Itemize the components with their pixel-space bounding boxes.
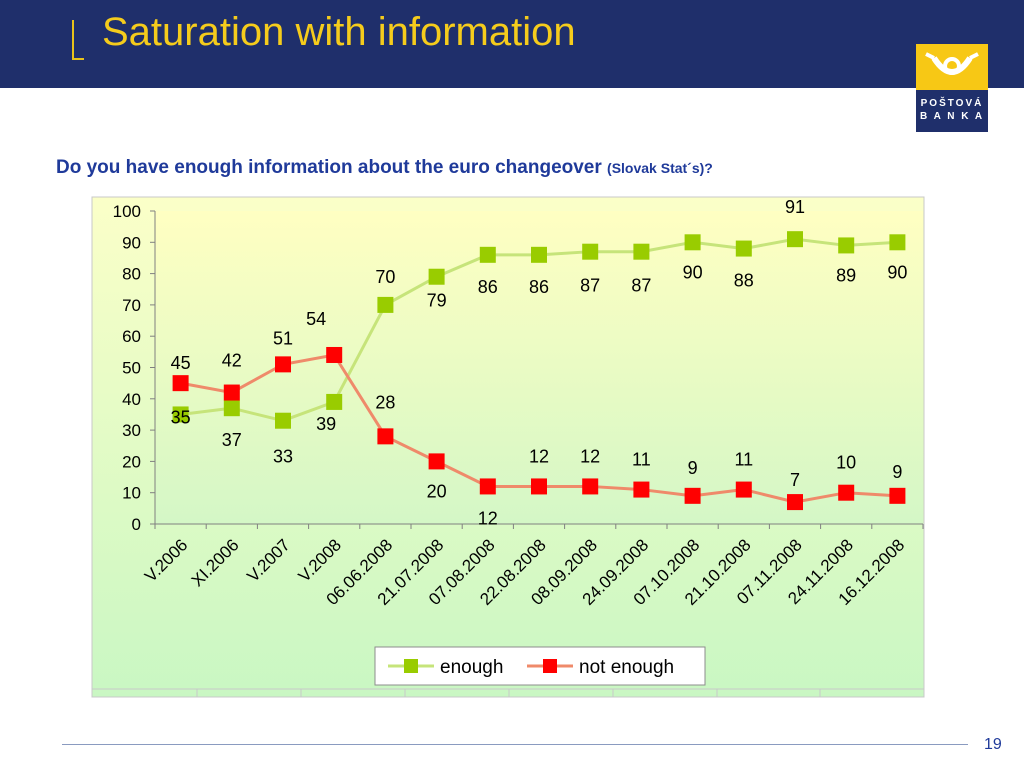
- data-point-marker: [479, 246, 496, 263]
- data-label: 20: [427, 481, 447, 501]
- y-tick-label: 40: [122, 390, 141, 409]
- data-label: 11: [734, 450, 753, 470]
- data-point-marker: [223, 400, 240, 417]
- data-point-marker: [326, 346, 343, 363]
- data-point-marker: [172, 406, 189, 423]
- data-label: 90: [683, 262, 703, 282]
- posthorn-icon: [916, 44, 988, 90]
- footer-divider: [62, 744, 968, 745]
- data-point-marker: [787, 231, 803, 248]
- data-label: 10: [836, 453, 856, 473]
- y-tick-label: 30: [122, 421, 141, 440]
- data-label: 12: [478, 508, 498, 528]
- data-point-marker: [633, 243, 650, 260]
- data-label: 12: [580, 446, 600, 466]
- data-label: 33: [273, 447, 293, 467]
- data-point-marker: [223, 384, 240, 401]
- data-point-marker: [735, 240, 752, 257]
- data-point-marker: [889, 487, 906, 504]
- legend-marker: [404, 659, 418, 673]
- data-point-marker: [684, 487, 701, 504]
- question-main: Do you have enough information about the…: [56, 157, 608, 178]
- y-tick-label: 0: [132, 515, 141, 534]
- y-tick-label: 20: [122, 452, 141, 471]
- data-point-marker: [326, 393, 343, 410]
- y-tick-label: 60: [122, 327, 141, 346]
- data-label: 90: [887, 262, 907, 282]
- logo-text-line2: B A N K A: [919, 111, 985, 122]
- data-point-marker: [787, 494, 803, 511]
- title-bracket-mark: [72, 20, 84, 60]
- data-label: 89: [836, 265, 856, 285]
- y-tick-label: 10: [122, 484, 141, 503]
- data-label: 54: [306, 309, 326, 329]
- logo-text: POŠTOVÁ B A N K A: [916, 90, 988, 132]
- y-tick-label: 80: [122, 265, 141, 284]
- data-label: 70: [375, 267, 395, 287]
- data-point-marker: [377, 296, 394, 313]
- data-point-marker: [633, 481, 650, 498]
- data-label: 79: [427, 291, 447, 311]
- data-point-marker: [735, 481, 752, 498]
- y-tick-label: 100: [113, 202, 141, 221]
- data-label: 37: [222, 430, 242, 450]
- data-label: 87: [631, 276, 651, 296]
- page-number: 19: [984, 736, 1002, 753]
- data-point-marker: [838, 237, 855, 254]
- data-label: 91: [785, 197, 805, 217]
- data-label: 51: [273, 328, 293, 348]
- legend-label: enough: [440, 657, 503, 678]
- postova-banka-logo: POŠTOVÁ B A N K A: [916, 44, 988, 132]
- logo-text-line1: POŠTOVÁ: [920, 98, 984, 109]
- data-label: 39: [316, 414, 336, 434]
- data-label: 45: [171, 353, 191, 373]
- data-label: 86: [478, 277, 498, 297]
- data-label: 86: [529, 277, 549, 297]
- data-point-marker: [582, 243, 599, 260]
- data-point-marker: [275, 412, 291, 429]
- chart-question: Do you have enough information about the…: [56, 157, 713, 179]
- data-point-marker: [582, 478, 599, 495]
- data-point-marker: [531, 246, 547, 263]
- data-point-marker: [684, 234, 701, 251]
- legend-label: not enough: [579, 657, 674, 678]
- data-point-marker: [275, 356, 291, 373]
- data-point-marker: [531, 478, 547, 495]
- y-tick-label: 90: [122, 233, 141, 252]
- data-label: 42: [222, 351, 242, 371]
- data-point-marker: [428, 453, 445, 470]
- data-label: 9: [688, 458, 698, 478]
- data-point-marker: [889, 234, 906, 251]
- legend-marker: [543, 659, 557, 673]
- data-point-marker: [479, 478, 496, 495]
- y-tick-label: 50: [122, 359, 141, 378]
- data-label: 9: [892, 462, 902, 482]
- data-point-marker: [377, 428, 394, 445]
- data-label: 11: [632, 450, 651, 470]
- data-label: 88: [734, 271, 754, 291]
- data-label: 35: [171, 407, 191, 427]
- data-point-marker: [838, 484, 855, 501]
- question-source: (Slovak Stat´s)?: [607, 160, 713, 176]
- data-point-marker: [428, 268, 445, 285]
- title-bar: [0, 0, 1024, 88]
- y-tick-label: 70: [122, 296, 141, 315]
- data-point-marker: [172, 375, 189, 392]
- data-label: 87: [580, 276, 600, 296]
- page-title: Saturation with information: [102, 10, 576, 54]
- data-label: 7: [790, 470, 800, 490]
- data-label: 28: [375, 392, 395, 412]
- data-label: 12: [529, 446, 549, 466]
